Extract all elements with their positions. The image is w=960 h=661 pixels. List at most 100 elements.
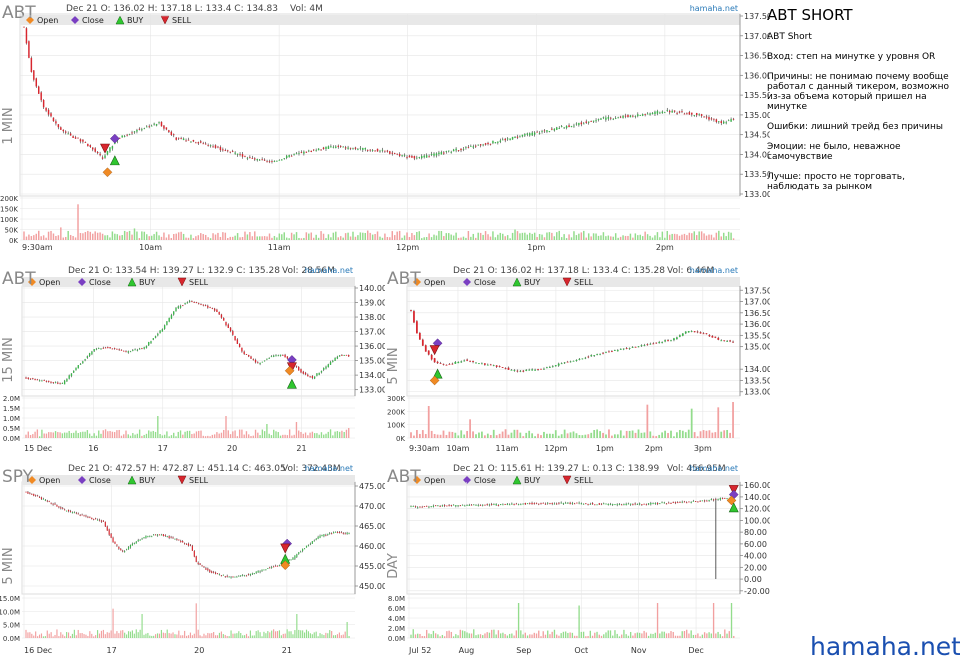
volume-bar (96, 630, 99, 638)
volume-bar (185, 635, 188, 638)
volume-bar (60, 227, 62, 240)
candle-body (119, 137, 121, 139)
volume-bar (307, 631, 310, 638)
candle-body (393, 153, 396, 155)
volume-bar (177, 431, 179, 438)
candle-body (182, 541, 184, 543)
x-tick-label: 9:30am (22, 243, 53, 252)
volume-bar (573, 635, 576, 638)
volume-bar (432, 630, 435, 638)
volume-bar (249, 232, 251, 240)
volume-bar (690, 630, 692, 638)
volume-bar (411, 233, 413, 240)
candle-body (151, 536, 153, 538)
volume-bar (439, 636, 441, 638)
candle-body (646, 113, 649, 115)
volume-bar (504, 429, 507, 438)
volume-bar (492, 429, 495, 438)
volume-bar (654, 632, 656, 638)
candle-body (322, 147, 325, 149)
candle-body (681, 333, 684, 336)
candle-body (659, 503, 661, 505)
volume-bar (585, 237, 587, 240)
volume-bar (77, 432, 79, 438)
x-tick-label: 21 (296, 444, 306, 453)
volume-bar (323, 434, 325, 438)
candle-body (64, 509, 66, 511)
candle-body (688, 501, 690, 503)
volume-bar (695, 235, 698, 240)
volume-bar (68, 430, 70, 438)
candle-body (182, 138, 185, 141)
volume-bar (300, 431, 302, 438)
candle-body (120, 349, 123, 351)
candle-body (729, 340, 731, 342)
volume-bar (87, 230, 89, 240)
volume-bar (222, 634, 224, 638)
volume-bar (280, 635, 282, 638)
volume-bar (238, 631, 240, 638)
volume-bar (195, 236, 197, 240)
candle-body (50, 502, 52, 504)
volume-bar (426, 629, 428, 638)
candle-body (443, 505, 446, 506)
volume-bar (556, 232, 558, 240)
candle-body (134, 349, 136, 351)
candle-body (529, 503, 531, 504)
volume-bar (497, 234, 499, 240)
candle-body (700, 114, 703, 116)
candle-body (619, 116, 622, 118)
candle-body (225, 322, 227, 326)
volume-tick-label: 100K (0, 216, 18, 224)
candle-body (250, 356, 252, 359)
volume-bar (214, 234, 217, 240)
candle-body (649, 343, 652, 345)
candle-body (290, 559, 292, 561)
volume-bar (332, 232, 335, 240)
candle-body (305, 545, 308, 548)
candle-body (67, 509, 70, 512)
volume-bar (567, 632, 569, 638)
volume-bar (502, 632, 504, 638)
legend-buy-label: BUY (139, 278, 155, 287)
volume-bar (548, 433, 551, 438)
volume-bar (168, 234, 170, 240)
volume-tick-label: 0K (9, 237, 18, 245)
candle-body (727, 120, 730, 122)
volume-bar (632, 635, 634, 638)
volume-bar (661, 231, 664, 240)
candle-body (688, 112, 691, 115)
volume-bar (54, 634, 56, 638)
volume-bar (182, 434, 184, 438)
volume-bar (578, 605, 580, 638)
candle-body (75, 512, 77, 514)
volume-bar (89, 231, 92, 240)
volume-bar (33, 635, 35, 638)
candle-body (590, 355, 593, 357)
candle-body (141, 129, 143, 131)
x-tick-label: Aug (459, 646, 475, 655)
candle-body (101, 157, 104, 159)
candle-body (163, 325, 166, 329)
candle-body (229, 327, 232, 331)
volume-bar (433, 234, 435, 240)
candle-body (516, 370, 519, 372)
volume-bar (610, 236, 612, 240)
volume-bar (374, 234, 376, 240)
volume-bar (551, 433, 554, 438)
candle-body (450, 151, 452, 153)
candle-body (202, 304, 204, 306)
candle-body (537, 369, 539, 371)
volume-bar (244, 231, 246, 240)
volume-bar (133, 228, 136, 240)
volume-bar (504, 236, 506, 240)
volume-bar (209, 633, 211, 638)
candle-body (211, 308, 214, 309)
candle-body (38, 497, 41, 498)
volume-bar (475, 237, 477, 240)
candle-body (234, 336, 236, 341)
legend-sell-label: SELL (172, 16, 192, 25)
candle-body (148, 342, 150, 346)
volume-bar (525, 432, 528, 438)
candle-body (87, 143, 89, 147)
